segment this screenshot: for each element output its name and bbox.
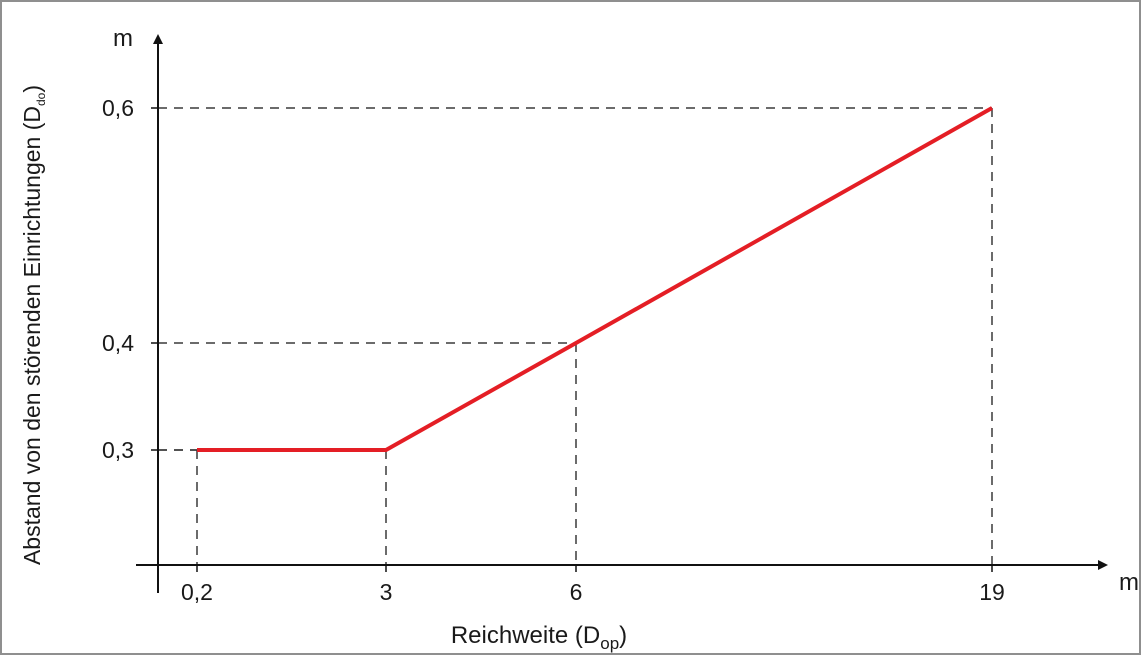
series-layer [196, 106, 993, 452]
series-line [197, 106, 993, 452]
y-unit-label: m [113, 25, 133, 52]
x-unit-label: m [1119, 569, 1139, 596]
x-axis-label-sub: op [600, 634, 619, 653]
x-axis-label-main: Reichweite (D [451, 622, 600, 649]
x-axis-label-close: ) [619, 622, 627, 649]
y-tick-label: 0,3 [102, 437, 134, 463]
x-tick-label: 0,2 [181, 579, 213, 605]
x-tick-label: 3 [380, 579, 393, 605]
y-axis-label-main: Abstand von den störenden Einrichtungen … [19, 106, 45, 565]
y-axis-label: Abstand von den störenden Einrichtungen … [19, 85, 48, 565]
y-tick-label: 0,4 [102, 330, 134, 356]
x-tick-labels: 0,2 3 6 19 [181, 565, 1005, 605]
y-tick-label: 0,6 [102, 95, 134, 121]
y-axis-label-close: ) [19, 85, 45, 93]
x-tick-label: 19 [979, 579, 1005, 605]
y-tick-labels: 0,3 0,4 0,6 [102, 95, 158, 463]
x-tick-label: 6 [570, 579, 583, 605]
x-axis-label: Reichweite (Dop) [451, 622, 627, 653]
y-axis-label-sub: do [34, 92, 48, 106]
